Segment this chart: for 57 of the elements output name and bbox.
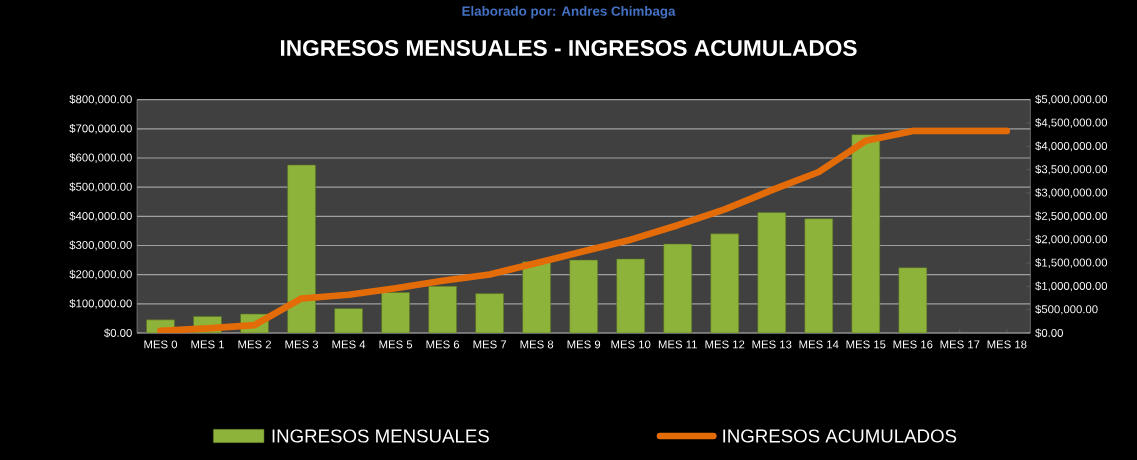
bar <box>569 259 598 333</box>
bar <box>804 218 834 333</box>
bar <box>334 308 363 333</box>
x-tick-label: MES 7 <box>473 340 507 349</box>
x-tick-label: MES 5 <box>379 340 413 349</box>
x-tick-label: MES 4 <box>332 340 366 349</box>
y2-tick-label: $2,000,000.00 <box>1035 234 1108 245</box>
bar <box>663 243 692 333</box>
y-tick-label: $100,000.00 <box>69 298 132 309</box>
bar <box>710 233 739 333</box>
x-tick-label: MES 13 <box>752 340 792 349</box>
bar <box>522 261 551 333</box>
x-tick-label: MES 9 <box>567 340 601 349</box>
x-tick-label: MES 16 <box>893 340 933 349</box>
y-tick-label: $500,000.00 <box>69 182 132 193</box>
y-tick-label: $0.00 <box>104 328 132 338</box>
bar <box>616 258 645 333</box>
bar <box>757 212 787 333</box>
bar <box>381 292 410 333</box>
legend-label: INGRESOS MENSUALES <box>272 429 489 443</box>
bar <box>287 164 316 333</box>
x-tick-label: MES 11 <box>658 340 697 349</box>
x-tick-label: MES 10 <box>611 340 651 349</box>
y2-tick-label: $1,000,000.00 <box>1035 281 1108 292</box>
y-tick-label: $300,000.00 <box>69 240 132 251</box>
y-tick-label: $700,000.00 <box>69 123 132 134</box>
x-tick-label: MES 12 <box>705 340 745 349</box>
x-tick-label: MES 0 <box>144 340 178 349</box>
y2-tick-label: $3,500,000.00 <box>1035 164 1108 175</box>
x-tick-label: MES 6 <box>426 340 460 349</box>
x-tick-label: MES 2 <box>238 340 271 349</box>
y2-tick-label: $2,500,000.00 <box>1035 211 1108 222</box>
bar <box>475 293 504 333</box>
y2-tick-label: $4,000,000.00 <box>1035 141 1108 152</box>
bar <box>428 286 457 333</box>
x-tick-label: MES 8 <box>520 340 554 349</box>
bar <box>851 134 881 333</box>
x-tick-label: MES 17 <box>940 340 980 349</box>
y-tick-label: $400,000.00 <box>69 211 132 222</box>
chart-title: INGRESOS MENSUALES - INGRESOS ACUMULADOS <box>281 39 857 57</box>
y-tick-label: $800,000.00 <box>69 94 132 105</box>
x-tick-label: MES 15 <box>846 340 886 349</box>
y2-tick-label: $5,000,000.00 <box>1035 94 1108 105</box>
y2-tick-label: $0.00 <box>1035 328 1063 338</box>
y2-tick-label: $1,500,000.00 <box>1035 258 1108 268</box>
y-tick-label: $200,000.00 <box>69 269 132 280</box>
y2-tick-label: $3,000,000.00 <box>1035 188 1108 198</box>
y-tick-label: $600,000.00 <box>69 153 132 163</box>
y2-tick-label: $500,000.00 <box>1035 304 1098 315</box>
x-tick-label: MES 14 <box>799 340 839 349</box>
legend-label: INGRESOS ACUMULADOS <box>723 429 957 443</box>
x-tick-label: MES 18 <box>987 340 1027 349</box>
bar <box>898 267 928 333</box>
text: Elaborado por: Andres Chimbaga <box>462 6 676 19</box>
x-tick-label: MES 3 <box>285 340 319 349</box>
x-tick-label: MES 1 <box>191 340 224 349</box>
y2-tick-label: $4,500,000.00 <box>1035 118 1108 128</box>
